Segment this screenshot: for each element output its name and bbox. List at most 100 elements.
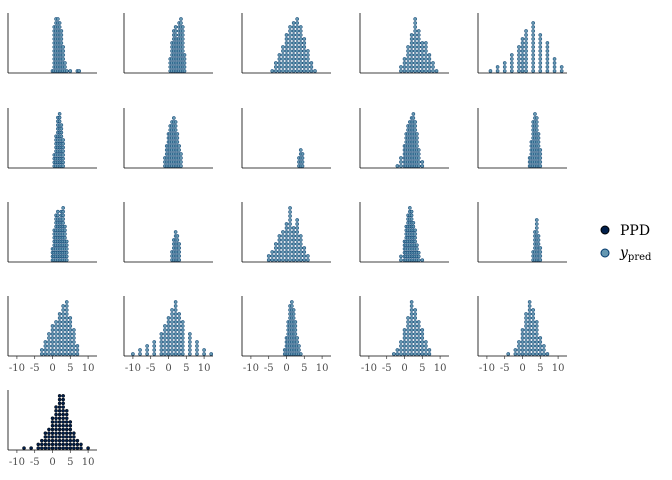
panel-4-dot — [427, 53, 432, 57]
panel-3-dot — [288, 33, 292, 37]
panel-16-dot — [64, 308, 69, 312]
panel-21-dot — [61, 405, 66, 409]
panel-4-dot — [413, 49, 418, 53]
panel-21-dot — [47, 435, 51, 439]
panel-3-dot — [281, 49, 285, 53]
panel-17-dot — [177, 352, 182, 356]
panel-21-dot — [57, 446, 62, 450]
panel-6-dot — [61, 145, 66, 150]
panel-19-tick-label: 10 — [434, 363, 447, 374]
panel-1-dot — [61, 57, 66, 61]
legend-key-ypred — [600, 248, 610, 258]
panel-5-dot — [545, 53, 550, 57]
panel-16-dot — [64, 324, 69, 328]
panel-20-dot — [520, 344, 525, 348]
panel-4-dot — [424, 49, 428, 53]
panel-16-dot — [64, 332, 69, 336]
panel-19-dot — [416, 340, 421, 344]
panel-8-dot — [300, 156, 305, 160]
panel-4-dot — [416, 49, 421, 53]
panel-20-dot — [524, 340, 528, 344]
panel-13-dot — [284, 226, 289, 230]
panel-4-dot — [427, 69, 432, 73]
panel-16-tick-label: 5 — [67, 363, 73, 374]
panel-7-dot — [171, 116, 176, 120]
panel-5-dot — [509, 61, 514, 65]
panel-13-dot — [302, 254, 307, 258]
panel-21-dot — [61, 446, 66, 450]
panel-16-tick-label: 0 — [49, 363, 55, 374]
panel-14-dot — [411, 220, 416, 225]
panel-17-dot — [195, 352, 199, 356]
panel-17-dot — [145, 352, 149, 356]
panel-19-dot — [416, 344, 421, 348]
panel-5-dot — [531, 41, 536, 45]
panel-17-dot — [177, 336, 182, 340]
panel-13-dot — [266, 258, 271, 262]
panel-3-dot — [277, 57, 282, 61]
panel-21-dot — [57, 423, 62, 428]
panel-21-dot — [61, 397, 66, 402]
panel-3-dot — [298, 37, 303, 41]
panel-6-dot — [57, 115, 62, 120]
panel-21-dot — [61, 438, 66, 443]
panel-13-dot — [273, 242, 278, 246]
panel-21-dot — [64, 442, 69, 447]
panel-4-dot — [424, 57, 428, 61]
panel-1-dot — [61, 45, 66, 49]
panel-4-dot — [420, 69, 425, 73]
panel-16-dot — [43, 352, 48, 356]
panel-20-dot — [524, 336, 528, 340]
panel-21-dot — [61, 408, 66, 413]
panel-3-dot — [298, 45, 303, 49]
panel-20-dot — [513, 352, 518, 356]
panel-21-dot — [54, 405, 58, 409]
panel-19-dot — [413, 344, 418, 348]
panel-3-dot — [295, 61, 300, 65]
panel-21-dot — [40, 438, 44, 443]
panel-18-dot — [293, 324, 298, 328]
panel-15-dot — [538, 254, 543, 258]
panel-19-dot — [416, 320, 421, 324]
panel-4-dot — [402, 57, 407, 61]
panel-16-dot — [72, 336, 76, 340]
panel-14-dot — [409, 213, 414, 218]
panel-21-tick-label: 0 — [49, 457, 55, 468]
panel-20-dot — [527, 312, 532, 316]
panel-16-dot — [75, 344, 80, 348]
panel-3-dot — [298, 57, 303, 61]
panel-16-dot — [43, 344, 48, 348]
panel-20-dot — [506, 352, 511, 356]
panel-19-dot — [427, 348, 432, 352]
panel-3-dot — [277, 69, 282, 73]
panel-10-dot — [538, 156, 543, 160]
panel-5-dot — [531, 65, 536, 69]
panel-5-dot — [520, 37, 525, 41]
panel-10-dot — [538, 148, 543, 152]
panel-4-dot — [409, 69, 414, 73]
panel-19-dot — [399, 348, 403, 352]
panel-21-dot — [54, 435, 58, 439]
panel-11-dot — [64, 243, 69, 248]
panel-15-dot — [536, 238, 541, 242]
panel-18-tick-label: -5 — [264, 363, 274, 374]
panel-16-dot — [54, 328, 58, 332]
panel-14-dot — [416, 258, 421, 262]
panel-4-dot — [416, 61, 421, 65]
panel-3-dot — [295, 21, 300, 25]
panel-21-dot — [43, 446, 48, 450]
panel-4-dot — [409, 41, 414, 45]
panel-21-dot — [57, 412, 62, 417]
panel-4-dot — [406, 53, 410, 57]
panel-17-dot — [163, 340, 167, 344]
panel-20-dot — [542, 344, 546, 348]
panel-13-dot — [270, 258, 275, 262]
panel-16-dot — [39, 352, 44, 356]
panel-7-dot — [179, 156, 183, 160]
panel-17-dot — [173, 352, 178, 356]
panel-9-dot — [415, 144, 419, 148]
panel-21-dot — [57, 394, 62, 398]
legend-label-ppd: PPD — [620, 223, 650, 239]
panel-5-dot — [559, 69, 564, 73]
legend: PPD ypred — [600, 223, 652, 263]
